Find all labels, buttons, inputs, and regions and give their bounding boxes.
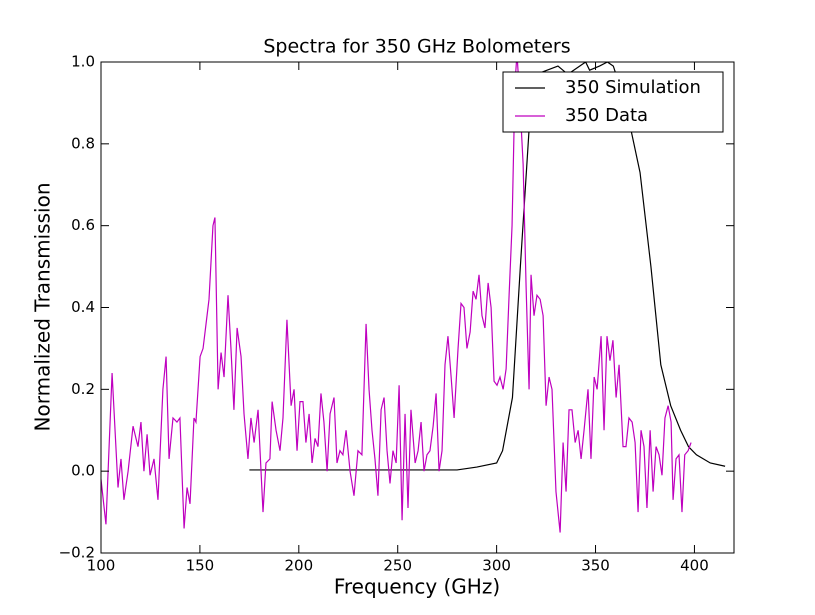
y-tick-label: −0.2 [59,544,95,562]
x-tick-label: 200 [284,557,313,575]
x-tick-label: 250 [383,557,412,575]
y-tick-label: 0.4 [71,298,95,316]
y-tick-label: 0.6 [71,216,95,234]
legend-label: 350 Simulation [565,77,701,98]
x-tick-label: 150 [186,557,215,575]
y-tick-label: 0.8 [71,134,95,152]
series-line [101,62,692,533]
legend-box [502,71,724,133]
chart-title: Spectra for 350 GHz Bolometers [263,36,570,58]
y-axis-label: Normalized Transmission [31,183,55,432]
y-tick-label: 1.0 [71,53,95,71]
x-tick-label: 100 [87,557,116,575]
x-tick-label: 400 [680,557,709,575]
x-tick-label: 300 [482,557,511,575]
x-axis-label: Frequency (GHz) [334,575,500,599]
legend-label: 350 Data [565,105,648,126]
y-tick-label: 0.0 [71,462,95,480]
y-tick-label: 0.2 [71,380,95,398]
x-tick-label: 350 [581,557,610,575]
